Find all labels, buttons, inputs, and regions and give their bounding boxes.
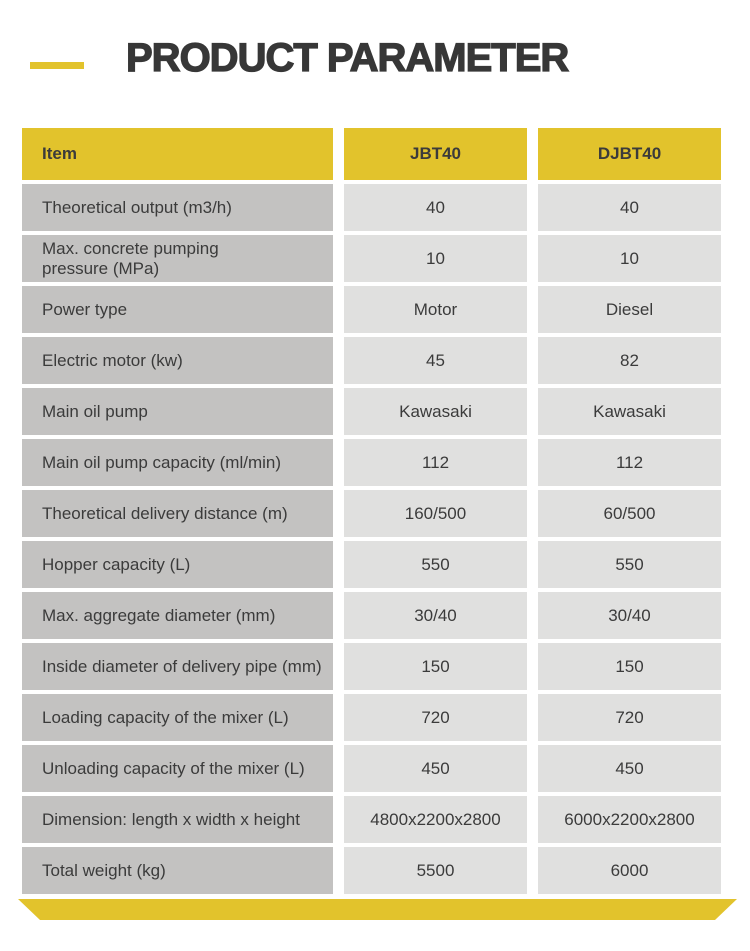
table-row: Max. aggregate diameter (mm) 30/40 30/40	[22, 592, 721, 639]
jbt40-value-cell: 5500	[344, 847, 527, 894]
djbt40-value-cell: 112	[538, 439, 721, 486]
bottom-accent-banner	[18, 899, 737, 920]
jbt40-value-cell: 550	[344, 541, 527, 588]
item-label-cell: Electric motor (kw)	[22, 337, 333, 384]
djbt40-value-cell: Diesel	[538, 286, 721, 333]
jbt40-value-cell: 40	[344, 184, 527, 231]
table-row: Unloading capacity of the mixer (L) 450 …	[22, 745, 721, 792]
item-label-cell: Unloading capacity of the mixer (L)	[22, 745, 333, 792]
table-row: Inside diameter of delivery pipe (mm) 15…	[22, 643, 721, 690]
djbt40-value-cell: 720	[538, 694, 721, 741]
item-label-cell: Hopper capacity (L)	[22, 541, 333, 588]
table-row: Total weight (kg) 5500 6000	[22, 847, 721, 894]
jbt40-value-cell: Motor	[344, 286, 527, 333]
page-title: PRODUCT PARAMETER	[125, 36, 570, 80]
item-label-cell: Inside diameter of delivery pipe (mm)	[22, 643, 333, 690]
jbt40-value-cell: 45	[344, 337, 527, 384]
table-row: Theoretical output (m3/h) 40 40	[22, 184, 721, 231]
jbt40-value-cell: 450	[344, 745, 527, 792]
table-row: Main oil pump capacity (ml/min) 112 112	[22, 439, 721, 486]
table-row: Max. concrete pumping pressure (MPa) 10 …	[22, 235, 721, 282]
jbt40-value-cell: 30/40	[344, 592, 527, 639]
parameter-table: Item JBT40 DJBT40 Theoretical output (m3…	[22, 128, 721, 894]
table-header-row: Item JBT40 DJBT40	[22, 128, 721, 180]
djbt40-value-cell: 6000x2200x2800	[538, 796, 721, 843]
djbt40-value-cell: Kawasaki	[538, 388, 721, 435]
item-label-cell: Theoretical delivery distance (m)	[22, 490, 333, 537]
item-label-cell: Dimension: length x width x height	[22, 796, 333, 843]
table-row: Power type Motor Diesel	[22, 286, 721, 333]
title-accent-dash	[30, 62, 84, 69]
djbt40-value-cell: 60/500	[538, 490, 721, 537]
djbt40-value-cell: 82	[538, 337, 721, 384]
item-label-cell: Main oil pump capacity (ml/min)	[22, 439, 333, 486]
jbt40-value-cell: 150	[344, 643, 527, 690]
header-cell-item: Item	[22, 128, 333, 180]
table-row: Main oil pump Kawasaki Kawasaki	[22, 388, 721, 435]
djbt40-value-cell: 10	[538, 235, 721, 282]
djbt40-value-cell: 40	[538, 184, 721, 231]
table-row: Dimension: length x width x height 4800x…	[22, 796, 721, 843]
item-label-cell: Theoretical output (m3/h)	[22, 184, 333, 231]
jbt40-value-cell: Kawasaki	[344, 388, 527, 435]
item-label-cell: Max. aggregate diameter (mm)	[22, 592, 333, 639]
djbt40-value-cell: 150	[538, 643, 721, 690]
djbt40-value-cell: 30/40	[538, 592, 721, 639]
item-label-cell: Total weight (kg)	[22, 847, 333, 894]
table-row: Electric motor (kw) 45 82	[22, 337, 721, 384]
item-label-cell: Power type	[22, 286, 333, 333]
jbt40-value-cell: 112	[344, 439, 527, 486]
table-body: Theoretical output (m3/h) 40 40 Max. con…	[22, 184, 721, 894]
djbt40-value-cell: 450	[538, 745, 721, 792]
jbt40-value-cell: 4800x2200x2800	[344, 796, 527, 843]
jbt40-value-cell: 10	[344, 235, 527, 282]
djbt40-value-cell: 6000	[538, 847, 721, 894]
item-label-cell: Main oil pump	[22, 388, 333, 435]
table-row: Theoretical delivery distance (m) 160/50…	[22, 490, 721, 537]
table-row: Loading capacity of the mixer (L) 720 72…	[22, 694, 721, 741]
header-cell-jbt40: JBT40	[344, 128, 527, 180]
item-label-cell: Loading capacity of the mixer (L)	[22, 694, 333, 741]
header-cell-djbt40: DJBT40	[538, 128, 721, 180]
item-label-cell: Max. concrete pumping pressure (MPa)	[22, 235, 333, 282]
table-row: Hopper capacity (L) 550 550	[22, 541, 721, 588]
jbt40-value-cell: 720	[344, 694, 527, 741]
jbt40-value-cell: 160/500	[344, 490, 527, 537]
djbt40-value-cell: 550	[538, 541, 721, 588]
